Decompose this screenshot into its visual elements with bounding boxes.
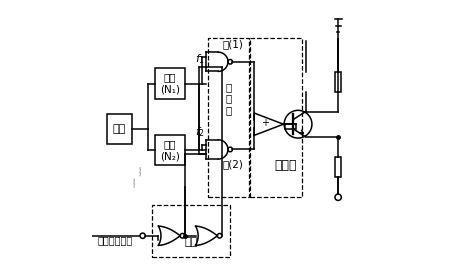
- Text: /: /: [132, 179, 138, 189]
- Bar: [335, 158, 341, 177]
- Bar: [107, 113, 132, 144]
- Text: 数字信号输入: 数字信号输入: [97, 235, 132, 245]
- Bar: [335, 72, 341, 92]
- Bar: [155, 135, 185, 165]
- Text: 分频
(N₁): 分频 (N₁): [160, 73, 180, 95]
- Bar: [285, 124, 296, 129]
- Text: 倒相: 倒相: [184, 238, 198, 248]
- Text: 门(2): 门(2): [223, 159, 243, 169]
- Bar: [155, 68, 185, 99]
- Text: 门(1): 门(1): [223, 40, 243, 49]
- Bar: [250, 38, 302, 197]
- Text: 分频
(N₂): 分频 (N₂): [160, 139, 180, 161]
- Text: 调
制
器: 调 制 器: [225, 82, 231, 115]
- Text: $f_1$: $f_1$: [195, 52, 205, 66]
- Text: 晶振: 晶振: [113, 124, 126, 134]
- Text: +: +: [261, 118, 269, 128]
- Text: /: /: [131, 167, 143, 179]
- Bar: [208, 38, 249, 197]
- Text: $f_2$: $f_2$: [195, 125, 205, 139]
- Text: 相加器: 相加器: [275, 159, 297, 172]
- Bar: [152, 205, 230, 257]
